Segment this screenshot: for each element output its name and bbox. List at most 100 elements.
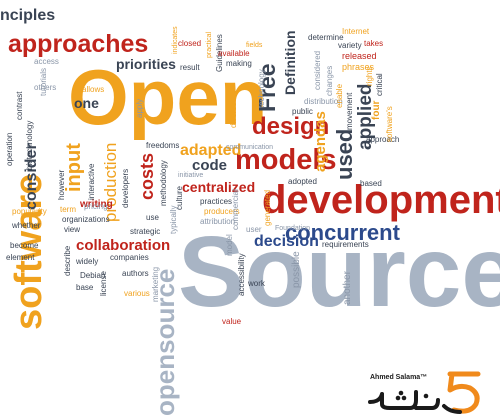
- word-contrast: contrast: [15, 91, 24, 120]
- word-movement: movement: [345, 92, 354, 130]
- word-producers: producers: [204, 207, 240, 216]
- word-tutorials: tutorials: [39, 67, 48, 96]
- word-open: Open: [68, 53, 268, 141]
- word-authors: authors: [122, 269, 149, 278]
- word-software-s: software's: [385, 106, 394, 142]
- word-access: access: [34, 57, 59, 66]
- word-closed: closed: [178, 39, 202, 48]
- word-view: view: [64, 225, 81, 234]
- word-popularity: popularity: [12, 207, 47, 216]
- word-one: one: [74, 95, 99, 111]
- word-companies: companies: [110, 253, 149, 262]
- word-code: code: [192, 157, 228, 174]
- word-generated: generated: [263, 189, 272, 226]
- word-whether: whether: [12, 221, 41, 230]
- word-term: term: [60, 205, 76, 214]
- word-operation: operation: [5, 132, 14, 166]
- word-design: design: [252, 113, 330, 140]
- word-making: making: [226, 59, 252, 68]
- word-enable: enable: [335, 83, 344, 108]
- watermark-logo: Ahmed Salama™: [366, 370, 496, 416]
- word-considered: considered: [313, 50, 322, 90]
- word-methodology: methodology: [159, 160, 168, 206]
- word-input: input: [63, 143, 85, 192]
- word-initiative: initiative: [178, 172, 204, 179]
- word-work: work: [248, 279, 265, 288]
- word-variety: variety: [338, 41, 362, 50]
- word-source: Source: [178, 216, 500, 328]
- word-requirements: requirements: [322, 240, 369, 249]
- word-determine: determine: [308, 33, 344, 42]
- word-used: used: [332, 128, 357, 180]
- word-debian: Debian: [80, 271, 106, 280]
- word-typically: typically: [169, 205, 178, 234]
- word-marketing: marketing: [151, 266, 160, 302]
- word-concurrent: concurrent: [285, 220, 400, 245]
- word-released: released: [342, 51, 377, 61]
- word-based: based: [360, 179, 382, 188]
- word-decision: decision: [254, 233, 319, 250]
- word-diverse: diverse: [229, 102, 238, 128]
- word-distribution: distribution: [304, 97, 343, 106]
- word-centralized: centralized: [182, 179, 256, 195]
- word-strategic: strategic: [130, 227, 161, 236]
- word-possible: possible: [291, 251, 302, 288]
- word-allows: allows: [82, 85, 105, 94]
- word-interactive: interactive: [87, 163, 96, 200]
- word-costs: costs: [137, 152, 157, 200]
- word-rights: rights: [365, 66, 374, 86]
- word-principles: nciples: [0, 7, 56, 24]
- word-indicates: indicates: [172, 26, 179, 54]
- word-developers: developers: [121, 168, 130, 208]
- word-adapted: adapted: [180, 142, 242, 159]
- word-describe: describe: [63, 245, 72, 276]
- word-internet: Internet: [342, 27, 370, 36]
- word-value: value: [222, 317, 242, 326]
- logo-tagline: Ahmed Salama™: [370, 374, 428, 381]
- word-foundation: Foundation: [275, 225, 311, 232]
- word-model: model: [225, 234, 234, 256]
- word-consider: consider: [23, 143, 40, 210]
- word-practices: practices: [200, 197, 233, 206]
- word-element: element: [6, 253, 35, 262]
- word-public: public: [292, 107, 313, 116]
- word-pricing: pricing: [84, 202, 108, 211]
- word-use: use: [146, 213, 159, 222]
- word-takes: takes: [364, 39, 384, 48]
- word-agendas: agendas: [312, 111, 329, 172]
- word-freedoms: freedoms: [146, 141, 180, 150]
- word-accessibility: accessibility: [237, 253, 246, 296]
- word-approach: approach: [366, 135, 400, 144]
- word-technology: technology: [257, 69, 266, 108]
- word-models: models: [235, 144, 337, 176]
- word-critical: critical: [375, 73, 384, 96]
- word-others: others: [34, 83, 57, 92]
- word-apply: apply: [135, 98, 144, 118]
- word-result: result: [180, 63, 200, 72]
- word-base: base: [76, 283, 94, 292]
- word-adopted: adopted: [288, 177, 317, 186]
- word-changes: changes: [325, 65, 334, 96]
- word-another: another: [342, 271, 353, 305]
- word-become: become: [10, 241, 39, 250]
- word-priorities: priorities: [116, 56, 176, 72]
- word-attribution: attribution: [200, 217, 236, 226]
- word-practical: practical: [206, 31, 213, 58]
- word-license: license: [99, 271, 108, 296]
- word-various: various: [124, 289, 150, 298]
- word-development: development: [262, 178, 500, 222]
- word-user: user: [246, 225, 262, 234]
- word-writing: writing: [80, 199, 113, 210]
- word-four: four: [371, 100, 382, 120]
- word-fields: fields: [246, 42, 263, 49]
- word-collaboration: collaboration: [76, 237, 171, 254]
- word-widely: widely: [76, 257, 99, 266]
- word-communication: communication: [226, 144, 274, 151]
- word-approaches: approaches: [8, 30, 149, 58]
- word-organizations: organizations: [62, 215, 110, 224]
- word-however: however: [57, 169, 66, 200]
- word-available: available: [218, 49, 250, 58]
- word-commercial: commercial: [231, 189, 240, 230]
- logo-script-mark: [368, 371, 481, 414]
